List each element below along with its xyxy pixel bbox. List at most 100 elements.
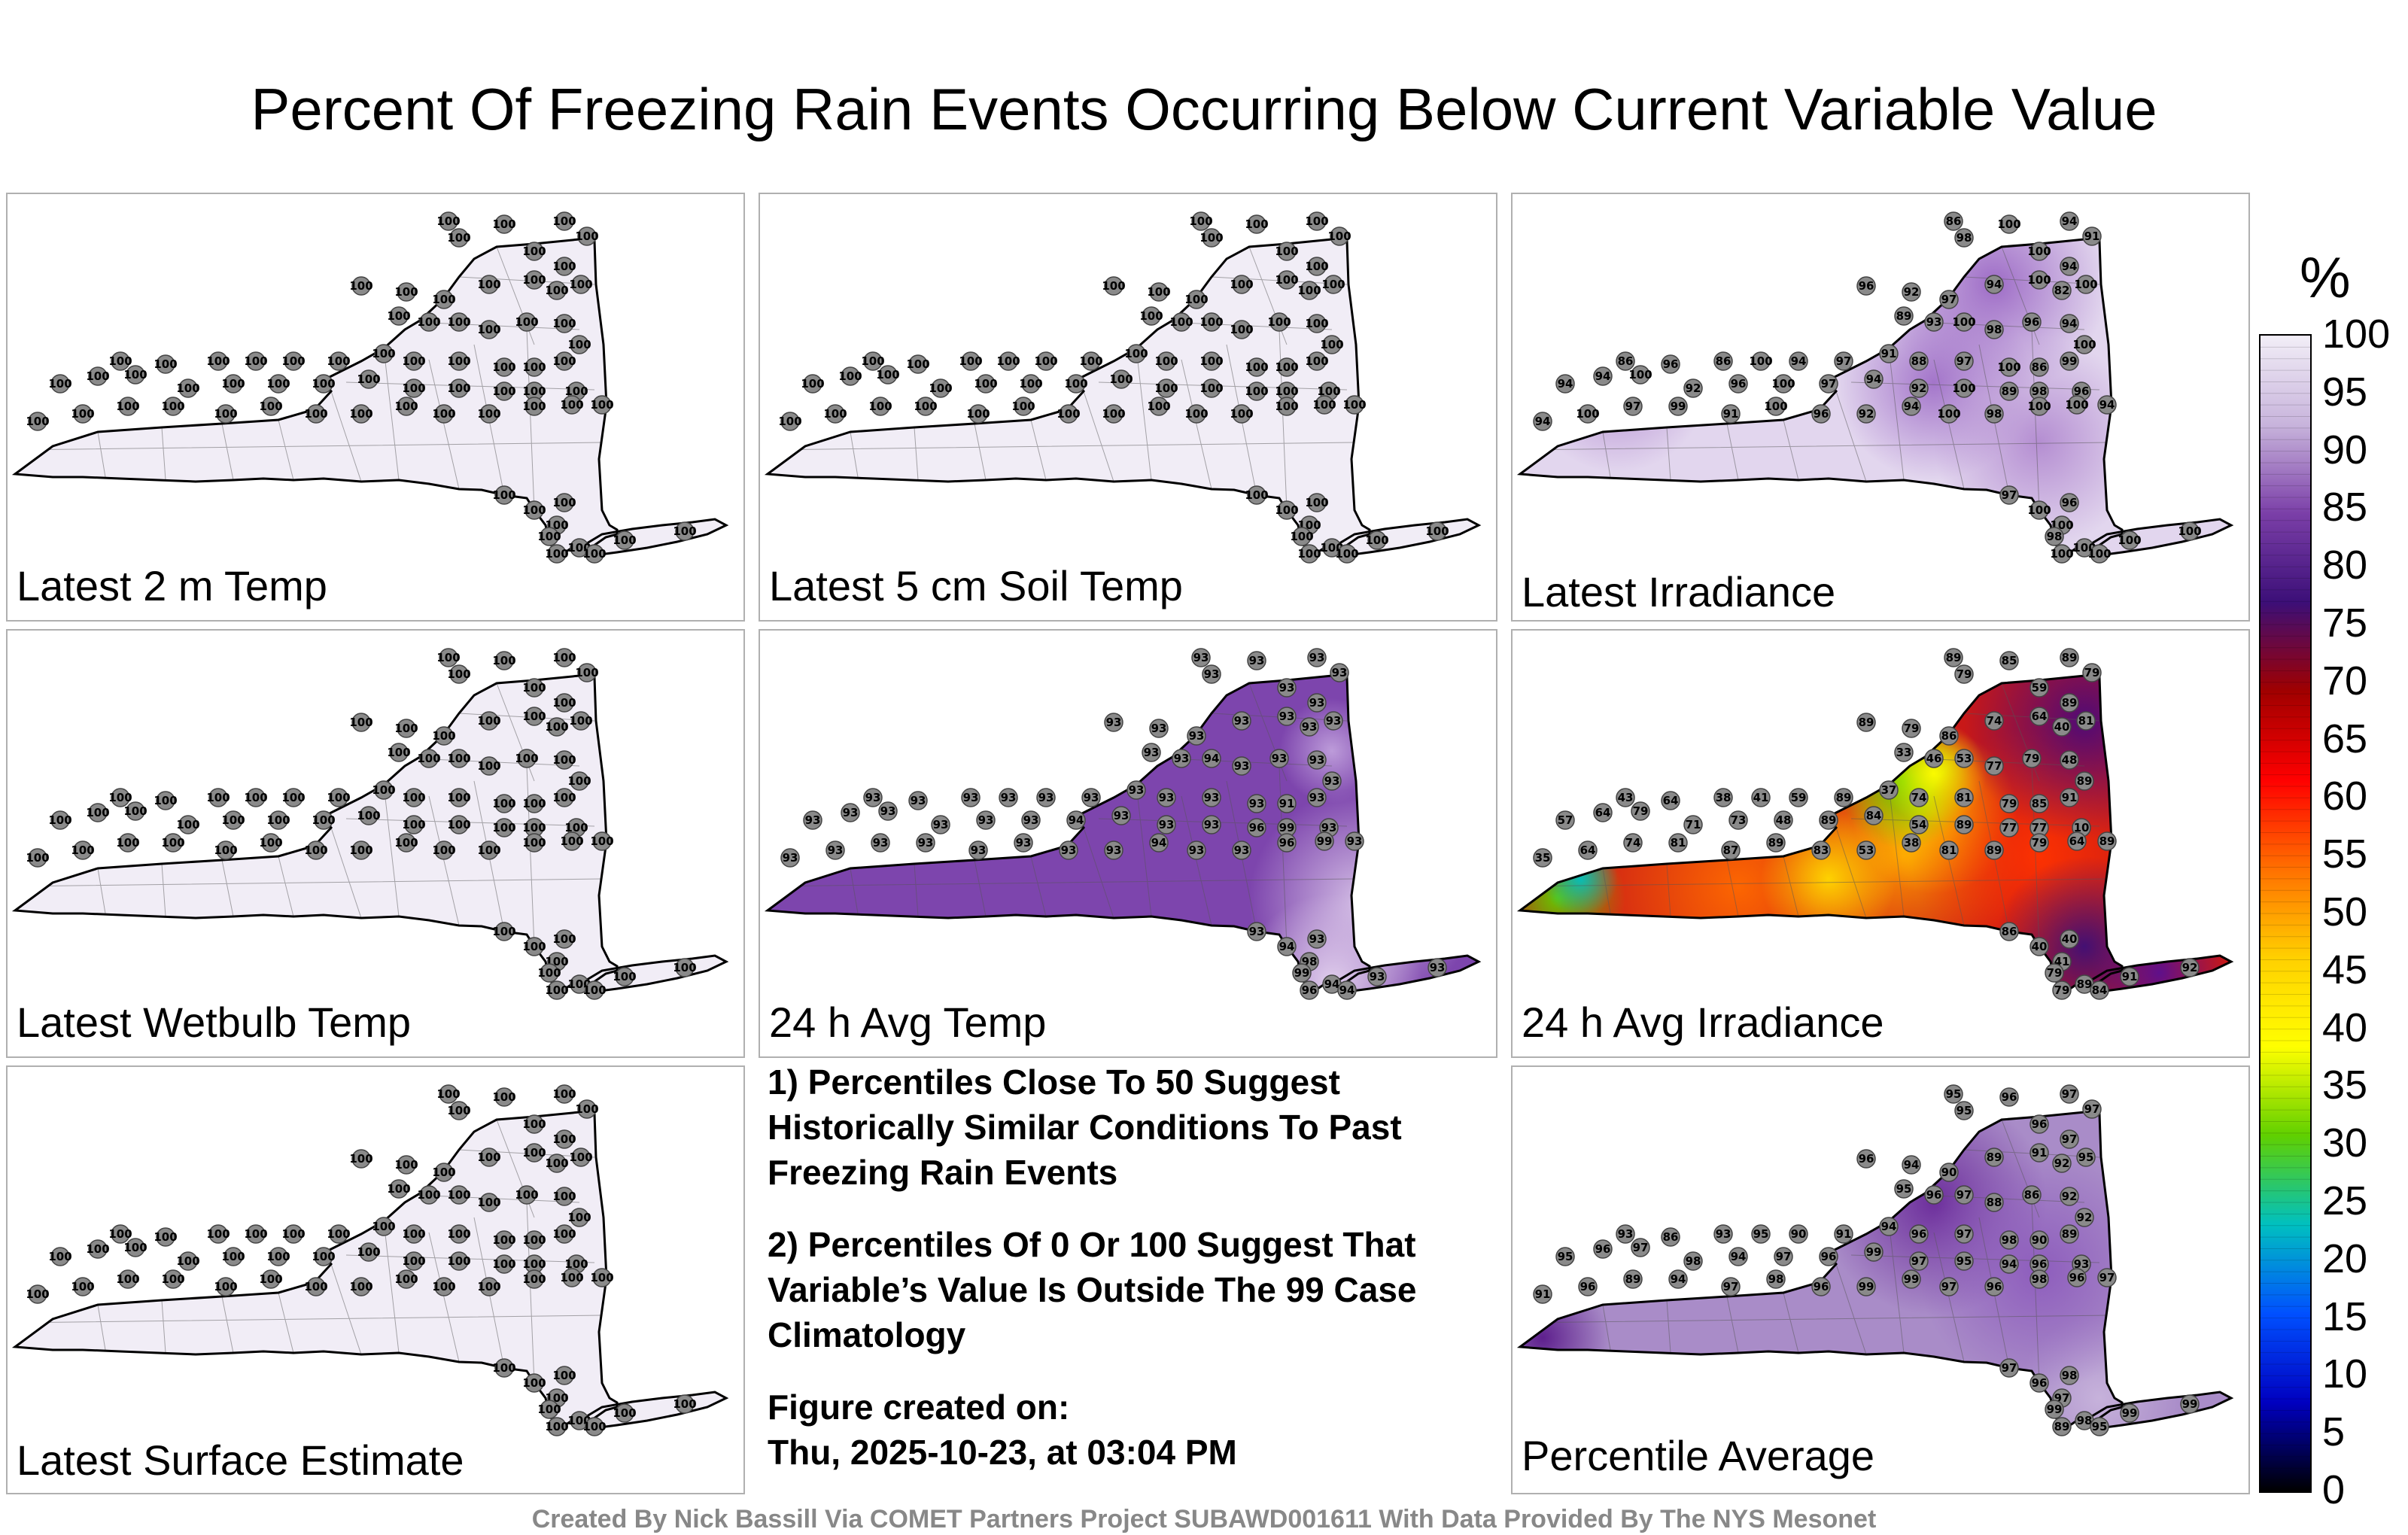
station-marker: 96: [1819, 1247, 1838, 1266]
station-marker: 93: [1322, 771, 1342, 791]
station-marker: 93: [1345, 831, 1364, 851]
colorbar-tick: 90: [2322, 427, 2368, 473]
station-marker: 100: [372, 344, 396, 363]
station-value: 100: [71, 407, 94, 421]
map-panel-latest-surface-estimate[interactable]: 100 100 100 100 100 100 100 100 100 100 100 100 100 1…: [6, 1065, 745, 1494]
long-island-border: [1329, 954, 1482, 993]
station-marker: 94: [1879, 1217, 1899, 1236]
station-value: 89: [1987, 1150, 2002, 1164]
station-marker: 93: [841, 803, 860, 822]
station-marker: 35: [1533, 848, 1552, 868]
map-panel-24h-avg-temp[interactable]: 93 93 93 93 93 93 93 93 93 93 93 93 93 93 93 93 94 93 93 93…: [759, 629, 1497, 1058]
station-value: 100: [778, 415, 801, 428]
station-marker: 100: [537, 963, 561, 983]
station-value: 94: [1866, 372, 1882, 386]
station-marker: 100: [477, 1147, 501, 1167]
station-marker: 100: [590, 1268, 614, 1287]
station-value: 95: [2092, 1420, 2108, 1433]
station-value: 33: [1896, 746, 1912, 759]
station-marker: 100: [1034, 351, 1058, 371]
station-value: 93: [1016, 836, 1032, 850]
station-marker: 100: [492, 381, 516, 401]
station-marker: 97: [1954, 1224, 1974, 1244]
station-value: 100: [522, 836, 546, 850]
station-marker: 100: [266, 810, 290, 830]
map-panel-latest-5cm-soil-temp[interactable]: 100 100 100 100 100 100 100 100 100 100 100 100 100 1…: [759, 193, 1497, 622]
station-marker: 100: [447, 1224, 471, 1244]
station-marker: 100: [402, 1224, 426, 1244]
station-marker: 97: [1954, 351, 1974, 371]
station-value: 100: [522, 797, 546, 810]
station-marker: 94: [1984, 275, 2004, 294]
station-marker: 89: [2060, 648, 2079, 667]
station-value: 100: [1749, 354, 1772, 368]
station-marker: 93: [1367, 967, 1387, 986]
station-marker: 100: [221, 374, 245, 394]
station-marker: 100: [522, 397, 546, 416]
station-marker: 94: [2060, 211, 2079, 231]
station-marker: 93: [1247, 651, 1266, 670]
station-marker: 100: [304, 1277, 328, 1296]
station-value: 74: [1911, 791, 1927, 804]
station-marker: 90: [2029, 1230, 2049, 1250]
station-marker: 100: [552, 211, 576, 231]
station-marker: 100: [552, 693, 576, 713]
station-value: 96: [2062, 496, 2078, 509]
station-marker: 100: [349, 276, 373, 296]
station-marker: 100: [447, 1185, 471, 1205]
station-marker: 91: [2120, 967, 2139, 986]
station-value: 100: [447, 381, 470, 395]
map-panel-percentile-average[interactable]: 95 96 97 97 95 96 97 95 96 94 90 89 91 92 95 96 97 88 86 92…: [1511, 1065, 2250, 1494]
station-value: 77: [2002, 821, 2017, 834]
station-marker: 93: [1202, 788, 1221, 807]
station-marker: 90: [1939, 1163, 1959, 1182]
station-marker: 100: [959, 351, 983, 371]
station-marker: 96: [1999, 1087, 2019, 1107]
station-value: 100: [1189, 214, 1212, 228]
station-marker: 97: [1954, 1185, 1974, 1205]
station-marker: 93: [1157, 788, 1176, 807]
station-marker: 100: [1139, 306, 1163, 326]
panel-label: 24 h Avg Irradiance: [1522, 999, 1884, 1046]
station-marker: 86: [1944, 211, 1963, 231]
map-panel-24h-avg-irradiance[interactable]: 89 85 89 79 79 59 89 81 89 79 86 74 64 40 33 46 53 77 79 48…: [1511, 629, 2250, 1058]
station-value: 82: [2054, 284, 2070, 297]
station-marker: 43: [1616, 788, 1635, 807]
station-value: 100: [522, 1376, 546, 1390]
station-value: 96: [1814, 407, 1829, 421]
station-marker: 100: [1154, 351, 1178, 371]
station-marker: 97: [1999, 1358, 2019, 1378]
station-value: 100: [1275, 360, 1298, 374]
station-value: 100: [1365, 533, 1388, 547]
station-marker: 100: [116, 397, 140, 416]
station-value: 100: [1147, 285, 1170, 299]
station-marker: 93: [1427, 958, 1447, 977]
station-value: 94: [2099, 398, 2115, 412]
panel-label: Latest Wetbulb Temp: [17, 999, 412, 1046]
station-marker: 93: [780, 848, 800, 868]
map-panel-latest-2m-temp[interactable]: 100 100 100 100 100 100 100 100 100 100 100 100 100 1…: [6, 193, 745, 622]
station-value: 100: [26, 851, 49, 865]
station-value: 100: [432, 843, 455, 857]
station-value: 100: [492, 925, 515, 938]
station-marker: 96: [1924, 1185, 1944, 1205]
station-value: 100: [26, 1287, 49, 1301]
station-value: 85: [2032, 797, 2048, 810]
station-value: 96: [1987, 1280, 2002, 1293]
station-marker: 93: [1104, 840, 1123, 860]
station-marker: 100: [1305, 257, 1329, 276]
station-marker: 94: [1533, 412, 1552, 431]
station-marker: 93: [999, 788, 1018, 807]
station-value: 93: [1084, 791, 1099, 804]
station-marker: 99: [2060, 351, 2079, 371]
station-marker: 100: [349, 840, 373, 860]
station-marker: 100: [522, 794, 546, 813]
station-value: 100: [116, 836, 139, 850]
station-value: 100: [477, 323, 500, 336]
map-panel-latest-irradiance[interactable]: 86 100 94 91 98 100 94 100 96 92 97 94 100 82 89 93 100 9…: [1511, 193, 2250, 622]
station-marker: 95: [1555, 1247, 1575, 1266]
station-marker: 100: [492, 1230, 516, 1250]
station-marker: 100: [1952, 378, 1976, 398]
station-value: 100: [560, 834, 583, 848]
map-panel-latest-wetbulb-temp[interactable]: 100 100 100 100 100 100 100 100 100 100 100 100 100 1…: [6, 629, 745, 1058]
